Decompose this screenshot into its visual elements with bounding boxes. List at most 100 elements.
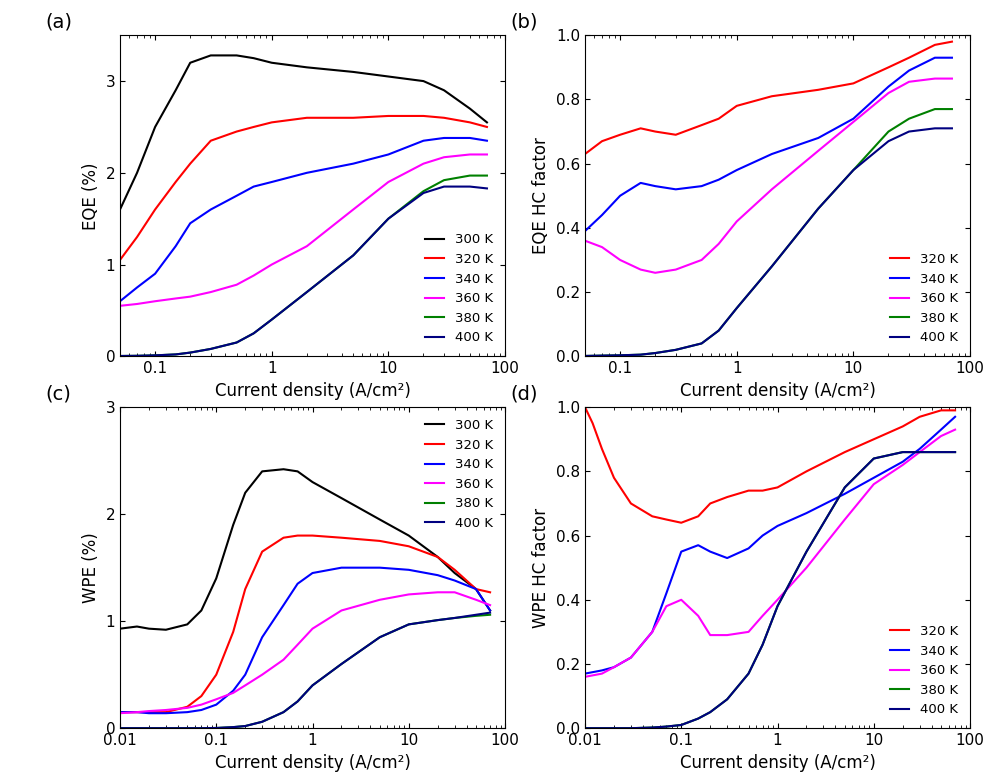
320 K: [839, 447, 851, 456]
340 K: [579, 226, 591, 236]
340 K: [210, 700, 222, 709]
360 K: [301, 241, 313, 251]
380 K: [646, 723, 658, 732]
320 K: [266, 117, 278, 127]
Legend: 300 K, 320 K, 340 K, 360 K, 380 K, 400 K: 300 K, 320 K, 340 K, 360 K, 380 K, 400 K: [419, 228, 498, 350]
380 K: [184, 348, 196, 357]
360 K: [449, 587, 461, 597]
380 K: [438, 175, 450, 185]
380 K: [181, 723, 193, 733]
400 K: [403, 619, 415, 629]
300 K: [181, 619, 193, 629]
400 K: [903, 127, 915, 136]
380 K: [847, 165, 859, 175]
Line: 360 K: 360 K: [120, 592, 490, 713]
380 K: [403, 619, 415, 629]
360 K: [227, 688, 239, 698]
400 K: [347, 251, 359, 260]
320 K: [713, 114, 725, 124]
320 K: [306, 531, 318, 540]
400 K: [625, 723, 637, 733]
380 K: [374, 633, 386, 642]
380 K: [306, 680, 318, 690]
380 K: [743, 669, 755, 678]
300 K: [210, 574, 222, 583]
400 K: [929, 124, 941, 133]
400 K: [335, 659, 347, 669]
300 K: [205, 51, 217, 60]
340 K: [646, 627, 658, 637]
360 K: [704, 630, 716, 640]
320 K: [579, 150, 591, 159]
320 K: [704, 499, 716, 508]
320 K: [449, 565, 461, 575]
400 K: [481, 184, 493, 193]
Line: 380 K: 380 K: [120, 615, 490, 728]
380 K: [131, 351, 143, 360]
X-axis label: Current density (A/cm²): Current density (A/cm²): [680, 753, 875, 771]
360 K: [374, 595, 386, 604]
320 K: [248, 122, 260, 132]
400 K: [596, 351, 608, 360]
320 K: [231, 127, 243, 136]
360 K: [614, 255, 626, 265]
400 K: [704, 708, 716, 717]
300 K: [149, 122, 161, 132]
380 K: [347, 251, 359, 260]
400 K: [635, 350, 647, 359]
360 K: [949, 425, 961, 435]
340 K: [114, 297, 126, 306]
340 K: [114, 708, 126, 717]
320 K: [160, 708, 172, 717]
Legend: 320 K, 340 K, 360 K, 380 K, 400 K: 320 K, 340 K, 360 K, 380 K, 400 K: [884, 619, 963, 722]
400 K: [692, 714, 704, 723]
360 K: [646, 627, 658, 637]
380 K: [579, 723, 591, 733]
360 K: [675, 595, 687, 604]
320 K: [946, 37, 958, 46]
320 K: [635, 124, 647, 133]
400 K: [646, 723, 658, 732]
360 K: [195, 700, 207, 709]
Line: 320 K: 320 K: [120, 536, 490, 713]
380 K: [704, 708, 716, 717]
380 K: [766, 262, 778, 271]
400 K: [731, 303, 743, 312]
320 K: [800, 467, 812, 476]
400 K: [766, 262, 778, 271]
340 K: [692, 540, 704, 550]
360 K: [929, 74, 941, 83]
340 K: [608, 662, 620, 672]
300 K: [114, 624, 126, 633]
380 K: [382, 214, 394, 223]
340 K: [635, 179, 647, 188]
380 K: [160, 723, 172, 733]
X-axis label: Current density (A/cm²): Current density (A/cm²): [680, 381, 875, 399]
400 K: [292, 697, 304, 706]
360 K: [757, 611, 769, 620]
340 K: [800, 508, 812, 518]
360 K: [231, 280, 243, 290]
320 K: [929, 40, 941, 49]
380 K: [596, 351, 608, 360]
400 K: [608, 723, 620, 733]
400 K: [868, 454, 880, 464]
300 K: [160, 625, 172, 634]
340 K: [449, 576, 461, 585]
320 K: [660, 515, 672, 525]
340 K: [721, 554, 733, 563]
360 K: [868, 479, 880, 489]
340 K: [464, 133, 476, 143]
320 K: [432, 552, 444, 561]
400 K: [184, 348, 196, 357]
320 K: [403, 542, 415, 551]
Y-axis label: WPE (%): WPE (%): [82, 532, 100, 603]
380 K: [935, 447, 947, 456]
360 K: [946, 74, 958, 83]
320 K: [579, 402, 591, 412]
340 K: [649, 182, 661, 191]
320 K: [417, 111, 429, 121]
380 K: [946, 104, 958, 114]
400 K: [914, 447, 926, 456]
340 K: [882, 82, 894, 92]
